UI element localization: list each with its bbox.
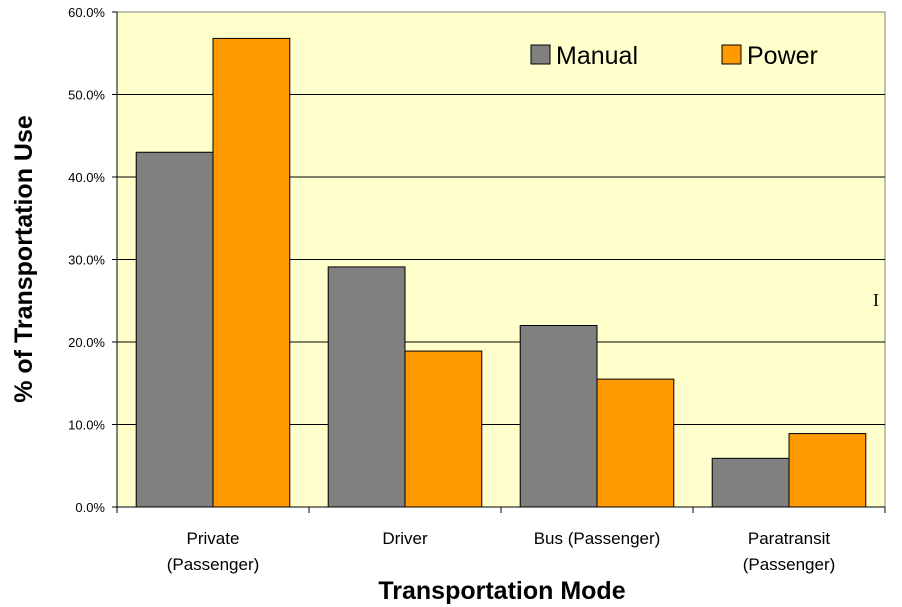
y-tick-label: 50.0% <box>68 88 105 103</box>
bar-manual <box>711 457 790 508</box>
bar-power <box>596 378 675 508</box>
y-tick-labels: 0.0% 10.0% 20.0% 30.0% 40.0% 50.0% 60.0% <box>68 5 105 515</box>
axes <box>112 11 886 513</box>
x-tick-label: Private <box>187 529 240 548</box>
bar-manual <box>327 266 406 508</box>
x-axis-title: Transportation Mode <box>378 577 625 605</box>
bar-power <box>404 350 483 508</box>
text-cursor-icon: I <box>873 290 879 310</box>
legend-swatch-manual <box>530 44 551 65</box>
bar-power <box>788 433 867 508</box>
x-tick-label: (Passenger) <box>167 555 260 574</box>
y-tick-label: 60.0% <box>68 5 105 20</box>
bar-power <box>212 37 291 508</box>
y-tick-label: 0.0% <box>75 500 105 515</box>
bars <box>135 37 867 508</box>
y-axis-title: % of Transportation Use <box>10 115 38 403</box>
bar-manual <box>135 151 214 508</box>
x-tick-labels: Private (Passenger) Driver Bus (Passenger) P… <box>167 529 836 574</box>
y-tick-label: 10.0% <box>68 418 105 433</box>
x-tick-label: Bus (Passenger) <box>534 529 661 548</box>
y-tick-label: 20.0% <box>68 335 105 350</box>
legend: Manual Power <box>530 42 818 70</box>
y-tick-label: 40.0% <box>68 170 105 185</box>
y-tick-label: 30.0% <box>68 253 105 268</box>
bar-manual <box>519 325 598 508</box>
x-tick-label: Driver <box>382 529 428 548</box>
legend-swatch-power <box>721 44 742 65</box>
legend-label-manual: Manual <box>556 42 638 70</box>
x-tick-label: (Passenger) <box>743 555 836 574</box>
legend-label-power: Power <box>747 42 818 70</box>
x-tick-label: Paratransit <box>748 529 830 548</box>
